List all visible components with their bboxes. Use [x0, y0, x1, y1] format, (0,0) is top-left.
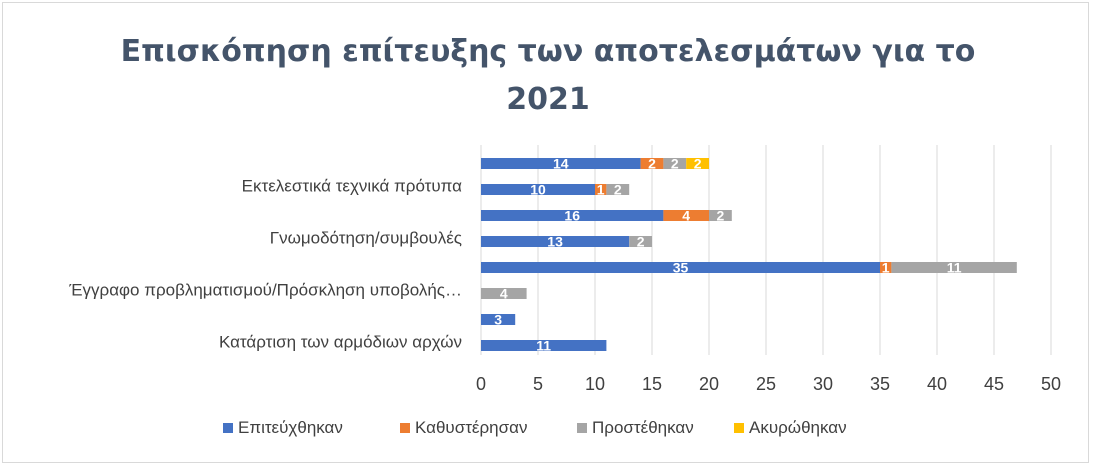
- data-label: 2: [614, 182, 622, 198]
- legend-item: Επιτεύχθηκαν: [223, 418, 343, 437]
- bar-segment: [481, 210, 664, 221]
- legend-item: Καθυστέρησαν: [400, 418, 527, 437]
- bar-segment: [481, 288, 527, 299]
- data-label: 13: [547, 234, 563, 250]
- legend-item: Ακυρώθηκαν: [734, 418, 847, 437]
- category-label: Γνωμοδότηση/συμβουλές: [270, 229, 462, 248]
- data-label: 10: [530, 182, 546, 198]
- data-label: 1: [882, 260, 890, 276]
- legend: Επιτεύχθηκαν Καθυστέρησαν Προστέθηκαν Ακυρώ…: [223, 418, 847, 437]
- data-label: 35: [673, 260, 689, 276]
- bar-segment: [481, 236, 630, 247]
- bar-segment: [481, 314, 516, 325]
- legend-item: Προστέθηκαν: [577, 418, 694, 437]
- bar-segment: [606, 184, 630, 195]
- data-label: 2: [671, 156, 679, 172]
- legend-label: Καθυστέρησαν: [415, 418, 527, 437]
- bar-segment: [481, 340, 607, 351]
- data-label: 2: [694, 156, 702, 172]
- data-label: 11: [536, 338, 551, 354]
- bar-segment: [595, 184, 607, 195]
- chart-title: Επισκόπηση επίτευξης των αποτελεσμάτων γ…: [121, 34, 976, 117]
- bar-segment: [663, 158, 687, 169]
- x-tick-label: 15: [642, 374, 662, 394]
- x-tick-label: 50: [1041, 374, 1061, 394]
- legend-swatch: [734, 423, 744, 433]
- category-labels: Εκτελεστικά τεχνικά πρότυπα Γνωμοδότηση/σ…: [68, 177, 462, 352]
- bar-segment: [686, 158, 709, 169]
- data-label: 2: [648, 156, 656, 172]
- legend-swatch: [400, 423, 410, 433]
- legend-swatch: [223, 423, 233, 433]
- bar-segment: [663, 210, 709, 221]
- bar-segment: [709, 210, 732, 221]
- data-label: 1: [597, 182, 605, 198]
- x-tick-label: 20: [699, 374, 719, 394]
- x-tick-label: 35: [870, 374, 890, 394]
- data-label: 3: [494, 312, 502, 328]
- data-label: 2: [717, 208, 725, 224]
- legend-swatch: [577, 423, 587, 433]
- chart-title-line-2: 2021: [506, 82, 590, 117]
- data-label: 16: [564, 208, 580, 224]
- category-label: Εκτελεστικά τεχνικά πρότυπα: [242, 177, 462, 196]
- legend-label: Ακυρώθηκαν: [749, 418, 847, 437]
- x-tick-label: 25: [756, 374, 776, 394]
- bar-segment: [481, 184, 595, 195]
- x-tick-label: 10: [585, 374, 605, 394]
- legend-label: Επιτεύχθηκαν: [238, 418, 343, 437]
- bar-segment: [629, 236, 652, 247]
- category-label: Έγγραφο προβληματισμού/Πρόσκληση υποβολή…: [68, 281, 462, 300]
- bar-segment: [640, 158, 664, 169]
- gridlines: [480, 145, 1052, 355]
- x-tick-label: 45: [984, 374, 1004, 394]
- data-label: 2: [637, 234, 645, 250]
- chart-svg: Επισκόπηση επίτευξης των αποτελεσμάτων γ…: [68, 34, 1061, 437]
- data-label: 14: [553, 156, 569, 172]
- data-label: 11: [947, 260, 962, 276]
- x-tick-label: 0: [476, 374, 486, 394]
- legend-label: Προστέθηκαν: [592, 418, 694, 437]
- bar-segment: [891, 262, 1017, 273]
- data-label: 4: [682, 208, 690, 224]
- x-axis-tick-labels: 0 5 10 15 20 25 30 35 40 45 50: [476, 374, 1061, 394]
- bar-segment: [481, 158, 641, 169]
- data-label: 4: [500, 286, 508, 302]
- x-tick-label: 30: [813, 374, 833, 394]
- x-tick-label: 5: [533, 374, 543, 394]
- bars: [481, 158, 1017, 351]
- category-label: Κατάρτιση των αρμόδιων αρχών: [219, 333, 462, 352]
- x-tick-label: 40: [927, 374, 947, 394]
- bar-segment: [481, 262, 880, 273]
- bar-segment: [880, 262, 892, 273]
- chart-title-line-1: Επισκόπηση επίτευξης των αποτελεσμάτων γ…: [121, 34, 976, 69]
